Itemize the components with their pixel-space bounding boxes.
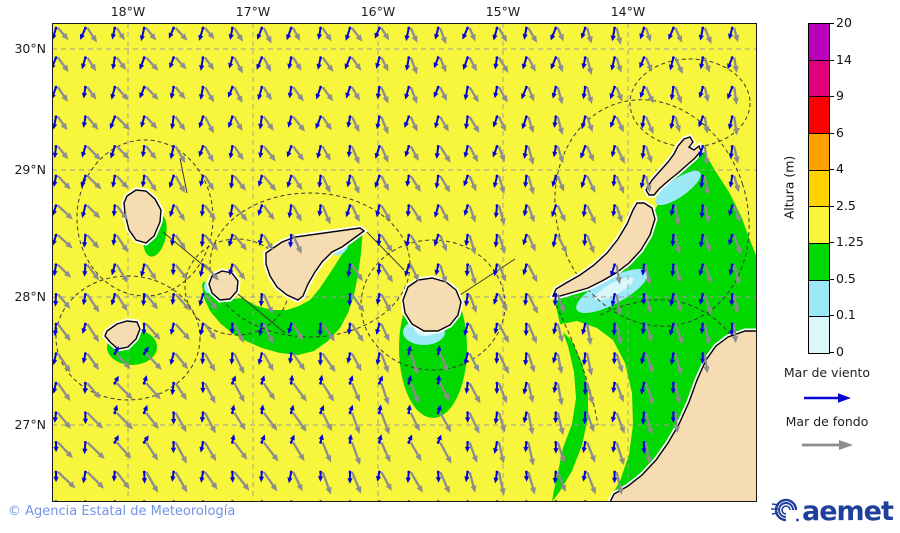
colorbar-title: Altura (m) (781, 155, 797, 220)
colorbar-segment (809, 279, 829, 317)
x-tick-label: 17°W (235, 4, 271, 19)
colorbar-tick-label: 1.25 (836, 234, 864, 250)
swell-arrows (57, 27, 742, 502)
y-tick-label: 29°N (14, 162, 46, 177)
colorbar-tick (829, 352, 834, 353)
swell-legend-arrow (802, 440, 853, 450)
wind-legend-arrow (804, 393, 851, 403)
map-border (52, 23, 757, 502)
x-tick-label: 14°W (610, 4, 646, 19)
colorbar-tick (829, 96, 834, 98)
x-tick-label: 16°W (360, 4, 396, 19)
colorbar-tick-label: 0 (836, 344, 844, 359)
colorbar-segment (809, 243, 829, 280)
y-tick-label: 28°N (14, 289, 46, 304)
yellow-pocket (552, 321, 633, 502)
colorbar-segment (809, 59, 829, 97)
colorbar-tick-label: 0.5 (836, 270, 856, 286)
colorbar-tick-label: 0.1 (836, 307, 856, 323)
colorbar-tick (829, 169, 834, 171)
x-tick-label: 18°W (110, 4, 146, 19)
colorbar-segment (809, 169, 829, 207)
aemet-logo-icon (771, 498, 799, 522)
colorbar-tick-label: 20 (836, 15, 852, 30)
swell-legend-label: Mar de fondo (785, 414, 869, 429)
aemet-logo: aemet (770, 495, 894, 527)
colorbar-tick-label: 4 (836, 161, 844, 177)
colorbar-tick (829, 23, 834, 24)
y-tick-label: 30°N (14, 41, 46, 56)
colorbar-tick (829, 242, 834, 244)
colorbar-segment (809, 206, 829, 244)
colorbar-tick (829, 59, 834, 61)
x-tick-label: 15°W (485, 4, 521, 19)
wind-arrows (52, 26, 735, 502)
colorbar-segment (809, 133, 829, 170)
colorbar-tick-label: 6 (836, 124, 844, 140)
copyright-text: © Agencia Estatal de Meteorología (8, 504, 236, 519)
colorbar-segment (809, 316, 829, 354)
colorbar-segment (809, 24, 829, 60)
colorbar-tick-label: 9 (836, 88, 844, 104)
wind-legend-label: Mar de viento (783, 365, 871, 380)
colorbar-tick (829, 278, 834, 280)
colorbar-tick (829, 132, 834, 134)
y-tick-label: 27°N (14, 417, 46, 432)
colorbar-tick-label: 14 (836, 51, 852, 67)
colorbar-tick-label: 2.5 (836, 197, 856, 213)
colorbar (808, 23, 830, 354)
aemet-logo-text: aemet (802, 495, 894, 527)
colorbar-tick (829, 315, 834, 317)
colorbar-tick (829, 205, 834, 207)
colorbar-segment (809, 96, 829, 134)
wave-map (52, 23, 757, 502)
